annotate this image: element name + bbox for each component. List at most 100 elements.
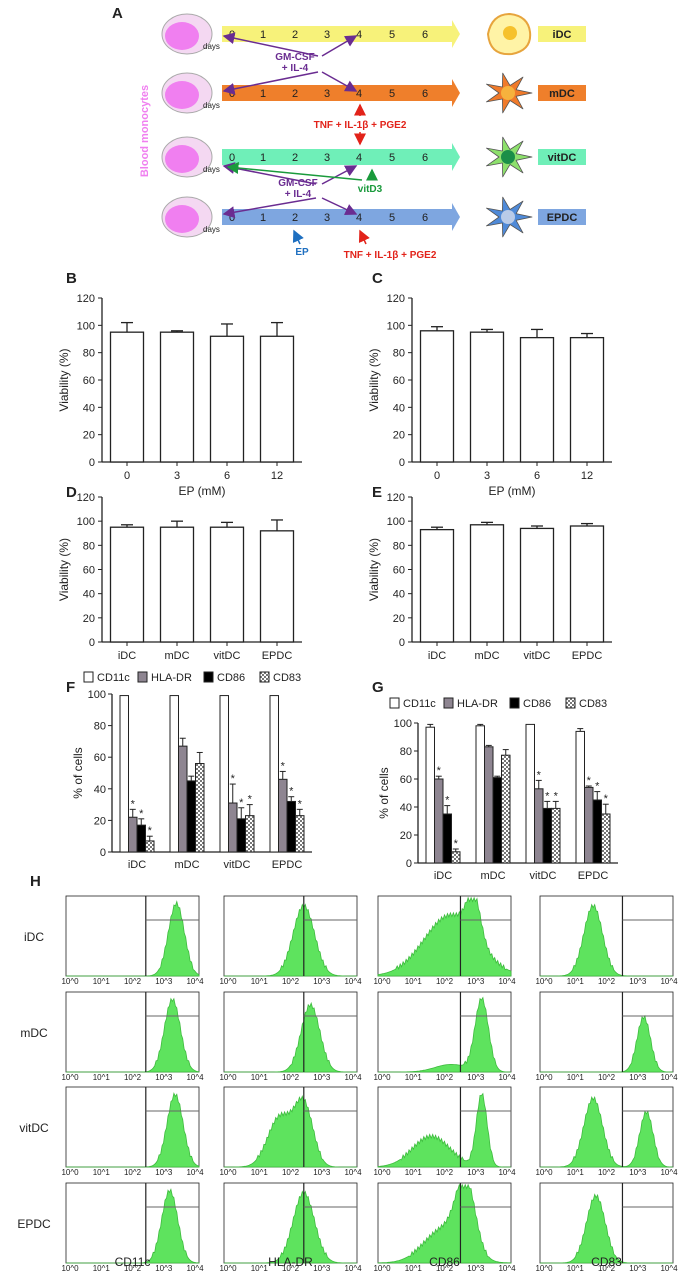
histogram-vitdc-cd83: 10^0 10^1 10^2 10^3 10^4 [535, 1086, 678, 1177]
timeline-arrow-head [452, 79, 460, 107]
y-tick-label: 120 [387, 492, 405, 504]
histogram-fill [377, 896, 512, 977]
bar-vitDC-cd11c [219, 695, 229, 853]
x-tick-label: 10^1 [93, 1168, 111, 1177]
bar-mDC-cd11c [169, 695, 179, 853]
y-tick-label: 100 [77, 516, 95, 528]
bar-iDC-cd11c [119, 695, 129, 853]
panel-label-a: A [112, 5, 123, 22]
column-label-hla-dr: HLA-DR [268, 1255, 313, 1269]
row-label-epdc: EPDC [17, 1217, 51, 1231]
x-tick-label: 10^2 [124, 1073, 142, 1082]
day-number: 3 [324, 29, 330, 41]
legend-item-cd11c: CD11c [389, 697, 436, 710]
significance-mark: * [239, 797, 244, 809]
y-tick-label: 80 [400, 746, 412, 758]
monocyte-nucleus [165, 81, 199, 109]
y-tick-label: 20 [83, 613, 95, 625]
histogram-idc-cd83: 10^0 10^1 10^2 10^3 10^4 [535, 895, 678, 986]
x-tick-label: 10^0 [61, 1264, 79, 1273]
dc-label: iDC [553, 29, 572, 41]
bar-EPDC-cd83 [601, 813, 611, 864]
y-tick-label: 100 [394, 718, 412, 730]
x-tick-label: 10^2 [436, 1073, 454, 1082]
histogram-fill [377, 1183, 512, 1264]
bar-12 [259, 335, 295, 463]
panel-a-schematic: A Blood monocytes 0 1 2 3 4 5 6 days iDC 0 1 2 3 4 5 6 d… [112, 5, 586, 261]
legend: CD11c HLA-DR CD86 CD83 [83, 671, 301, 684]
x-tick-label: 10^4 [660, 1264, 678, 1273]
histogram-mdc-cd86: 10^0 10^1 10^2 10^3 10^4 [373, 991, 516, 1082]
y-tick-label: 80 [83, 540, 95, 552]
x-tick-label: 10^3 [629, 1264, 647, 1273]
x-tick-label: 12 [271, 470, 283, 482]
dc-cell-nucleus [501, 210, 515, 224]
day-number: 2 [292, 88, 298, 100]
histogram-epdc-cd86: 10^0 10^1 10^2 10^3 10^4 [373, 1182, 516, 1273]
histogram-mdc-hla-dr: 10^0 10^1 10^2 10^3 10^4 [219, 991, 362, 1082]
x-tick-label: 10^0 [535, 1073, 553, 1082]
x-tick-label: 10^0 [61, 1168, 79, 1177]
x-tick-label: 10^3 [467, 1264, 485, 1273]
legend-label: CD86 [217, 672, 245, 684]
significance-mark: * [131, 798, 136, 810]
bar-vitDC-cd11c [525, 723, 535, 864]
bar-12 [569, 336, 605, 463]
x-tick-label: 10^3 [155, 1073, 173, 1082]
panel-label-h: H [30, 873, 41, 890]
bar-iDC-cd11c [425, 726, 435, 864]
x-tick-label: 6 [534, 470, 540, 482]
legend-label: CD11c [97, 672, 130, 684]
x-tick-label: 10^1 [93, 1073, 111, 1082]
schematic-row-idc: 0 1 2 3 4 5 6 days iDC [161, 12, 586, 56]
x-axis-title: EP (mM) [178, 484, 225, 498]
dc-label: EPDC [547, 212, 578, 224]
significance-mark: * [437, 765, 442, 777]
x-tick-label: EPDC [572, 650, 603, 662]
x-tick-label: 10^2 [124, 1168, 142, 1177]
dc-label-box: vitDC [538, 149, 586, 165]
x-tick-label: 10^3 [155, 1264, 173, 1273]
gm-csf-label-2: GM-CSF + IL-4 [278, 178, 317, 200]
significance-mark: * [454, 838, 459, 850]
x-tick-label: 10^4 [186, 1168, 204, 1177]
dc-label-box: EPDC [538, 209, 586, 225]
bar-vitDC-cd83 [245, 815, 255, 853]
vitd3-label: vitD3 [358, 184, 383, 195]
bar-mDC [469, 524, 505, 643]
x-tick-label: 10^4 [498, 1168, 516, 1177]
arrow-gmcsf-idc-day4 [321, 35, 358, 57]
y-tick-label: 0 [406, 858, 412, 870]
x-tick-label: 10^1 [567, 977, 585, 986]
y-tick-label: 40 [83, 402, 95, 414]
histogram-fill [377, 1092, 511, 1168]
histogram-fill [540, 1193, 673, 1264]
bar-vitDC [209, 526, 245, 643]
significance-mark: * [587, 775, 592, 787]
label-line: GM-CSF [278, 178, 317, 189]
day-number: 3 [324, 152, 330, 164]
x-tick-label: EPDC [262, 650, 293, 662]
x-tick-label: 10^4 [186, 1073, 204, 1082]
bar-vitDC-cd86 [236, 818, 246, 853]
x-tick-label: 10^2 [436, 977, 454, 986]
arrow-gmcsf-epdc-day4 [321, 197, 358, 215]
bar-iDC-hla-dr [128, 816, 138, 853]
histogram-idc-hla-dr: 10^0 10^1 10^2 10^3 10^4 [219, 895, 362, 986]
timeline-arrow-shaft [222, 209, 452, 225]
x-tick-label: 10^0 [373, 1073, 391, 1082]
x-tick-label: 10^3 [155, 1168, 173, 1177]
bar-EPDC-hla-dr [584, 786, 594, 864]
day-number: 4 [356, 88, 362, 100]
y-tick-label: 60 [83, 375, 95, 387]
legend-item-hla-dr: HLA-DR [443, 697, 498, 710]
x-tick-label: 10^0 [373, 1264, 391, 1273]
bar-0 [109, 331, 145, 463]
source-label: Blood monocytes [139, 85, 151, 177]
schematic-rows: 0 1 2 3 4 5 6 days iDC 0 1 2 3 4 5 6 days mDC 0 1 2 3 4 5 6 days v… [161, 12, 586, 238]
y-axis-title: Viability (%) [57, 348, 71, 411]
days-label: days [203, 165, 220, 174]
legend-label: CD83 [579, 698, 607, 710]
significance-mark: * [281, 760, 286, 772]
bar-EPDC-cd83 [295, 815, 305, 853]
